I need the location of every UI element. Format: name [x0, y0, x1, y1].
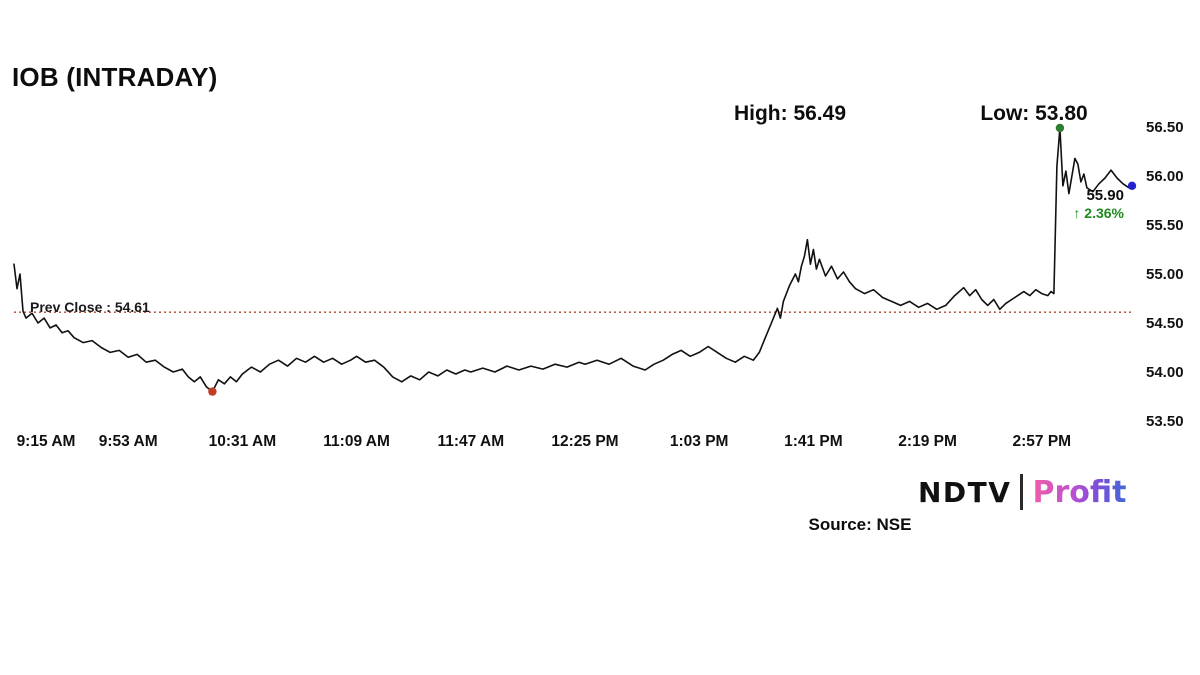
price-line [13, 127, 1133, 393]
low-label: Low: 53.80 [980, 102, 1088, 125]
change-percent-label: ↑ 2.36% [1073, 205, 1124, 221]
last-marker-dot [1127, 181, 1137, 190]
y-axis-tick-label: 56.00 [1146, 168, 1184, 185]
y-axis-tick-label: 54.50 [1146, 315, 1184, 332]
x-axis-tick-label: 1:41 PM [784, 433, 843, 450]
x-axis-tick-label: 9:15 AM [17, 433, 76, 450]
low-marker-dot [208, 387, 217, 396]
x-axis-tick-label: 10:31 AM [209, 433, 276, 450]
y-axis-tick-label: 55.00 [1146, 266, 1184, 283]
prev-close-label: Prev Close : 54.61 [30, 299, 150, 315]
x-axis-tick-label: 11:09 AM [323, 433, 390, 450]
high-label: High: 56.49 [733, 102, 847, 125]
x-axis-tick-label: 9:53 AM [99, 433, 158, 450]
y-axis-tick-label: 53.50 [1146, 413, 1184, 430]
high-marker-dot [1055, 123, 1065, 133]
chart-title: IOB (INTRADAY) [12, 62, 218, 92]
y-axis-tick-label: 54.00 [1146, 364, 1184, 381]
ndtv-logo-text: NDTV [918, 475, 1012, 509]
ndtv-profit-logo: NDTV Profit [918, 474, 1126, 510]
x-axis-tick-label: 2:19 PM [898, 433, 957, 450]
y-axis-tick-label: 55.50 [1146, 217, 1184, 234]
y-axis-tick-label: 56.50 [1146, 119, 1184, 136]
profit-logo-text: Profit [1032, 474, 1127, 510]
x-axis-tick-label: 12:25 PM [551, 433, 618, 450]
last-price-label: 55.90 [1086, 187, 1124, 204]
source-label: Source: NSE [808, 515, 912, 534]
x-axis-tick-label: 2:57 PM [1013, 433, 1072, 450]
x-axis-tick-label: 1:03 PM [670, 433, 729, 450]
logo-divider [1020, 474, 1024, 510]
price-chart: 56.50 56.00 55.50 55.00 54.50 54.00 53.50 9:15 … [13, 119, 1184, 450]
x-axis-tick-label: 11:47 AM [437, 433, 504, 450]
